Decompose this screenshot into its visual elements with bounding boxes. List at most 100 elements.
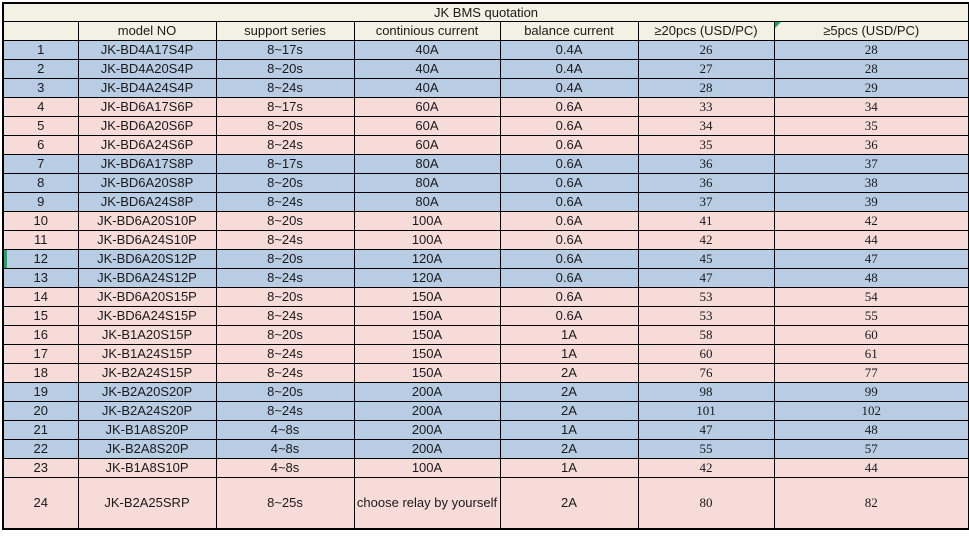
cell-balance-current[interactable]: 0.6A [499, 305, 639, 326]
cell-price-20pcs[interactable]: 42 [637, 229, 775, 250]
cell-support-series[interactable]: 8~17s [215, 153, 355, 174]
page-title[interactable]: JK BMS quotation [2, 2, 969, 22]
cell-price-20pcs[interactable]: 41 [637, 210, 775, 231]
cell-row-number[interactable]: 19 [2, 381, 79, 402]
cell-support-series[interactable]: 8~24s [215, 77, 355, 98]
cell-price-20pcs[interactable]: 47 [637, 267, 775, 288]
cell-continuous-current[interactable]: 80A [353, 153, 501, 174]
cell-support-series[interactable]: 4~8s [215, 457, 355, 478]
cell-row-number[interactable]: 20 [2, 400, 79, 421]
cell-balance-current[interactable]: 0.6A [499, 153, 639, 174]
cell-price-20pcs[interactable]: 53 [637, 286, 775, 307]
cell-price-20pcs[interactable]: 101 [637, 400, 775, 421]
column-header-balance-current[interactable]: balance current [499, 20, 639, 41]
cell-continuous-current[interactable]: 200A [353, 438, 501, 459]
cell-continuous-current[interactable]: 60A [353, 96, 501, 117]
cell-balance-current[interactable]: 0.4A [499, 39, 639, 60]
cell-price-5pcs[interactable]: 44 [773, 457, 969, 478]
cell-model-no[interactable]: JK-B2A24S20P [77, 400, 217, 421]
cell-support-series[interactable]: 8~20s [215, 58, 355, 79]
cell-price-5pcs[interactable]: 29 [773, 77, 969, 98]
cell-support-series[interactable]: 8~24s [215, 267, 355, 288]
cell-model-no[interactable]: JK-BD6A24S15P [77, 305, 217, 326]
cell-continuous-current[interactable]: 80A [353, 172, 501, 193]
cell-row-number[interactable]: 2 [2, 58, 79, 79]
cell-row-number[interactable]: 3 [2, 77, 79, 98]
cell-price-20pcs[interactable]: 58 [637, 324, 775, 345]
cell-continuous-current[interactable]: 150A [353, 305, 501, 326]
cell-continuous-current[interactable]: 200A [353, 400, 501, 421]
cell-price-5pcs[interactable]: 44 [773, 229, 969, 250]
cell-price-5pcs[interactable]: 82 [773, 476, 969, 530]
cell-support-series[interactable]: 8~24s [215, 305, 355, 326]
cell-continuous-current[interactable]: 150A [353, 324, 501, 345]
cell-row-number[interactable]: 21 [2, 419, 79, 440]
cell-row-number[interactable]: 5 [2, 115, 79, 136]
cell-model-no[interactable]: JK-BD6A20S12P [77, 248, 217, 269]
cell-balance-current[interactable]: 0.6A [499, 267, 639, 288]
cell-model-no[interactable]: JK-BD6A24S6P [77, 134, 217, 155]
cell-row-number[interactable]: 9 [2, 191, 79, 212]
cell-row-number[interactable]: 18 [2, 362, 79, 383]
cell-support-series[interactable]: 4~8s [215, 438, 355, 459]
cell-row-number[interactable]: 1 [2, 39, 79, 60]
cell-continuous-current[interactable]: 150A [353, 343, 501, 364]
cell-support-series[interactable]: 8~24s [215, 229, 355, 250]
cell-price-5pcs[interactable]: 99 [773, 381, 969, 402]
cell-price-5pcs[interactable]: 55 [773, 305, 969, 326]
cell-model-no[interactable]: JK-BD6A24S8P [77, 191, 217, 212]
column-header-price-20pcs[interactable]: ≥20pcs (USD/PC) [637, 20, 775, 41]
cell-model-no[interactable]: JK-B2A25SRP [77, 476, 217, 530]
cell-support-series[interactable]: 8~20s [215, 248, 355, 269]
cell-price-5pcs[interactable]: 54 [773, 286, 969, 307]
cell-price-5pcs[interactable]: 34 [773, 96, 969, 117]
cell-support-series[interactable]: 8~20s [215, 324, 355, 345]
cell-model-no[interactable]: JK-BD6A20S6P [77, 115, 217, 136]
cell-balance-current[interactable]: 0.6A [499, 96, 639, 117]
cell-balance-current[interactable]: 0.6A [499, 134, 639, 155]
cell-support-series[interactable]: 8~20s [215, 115, 355, 136]
cell-continuous-current[interactable]: 100A [353, 229, 501, 250]
cell-price-5pcs[interactable]: 37 [773, 153, 969, 174]
cell-continuous-current[interactable]: 100A [353, 457, 501, 478]
cell-balance-current[interactable]: 2A [499, 381, 639, 402]
cell-model-no[interactable]: JK-BD6A20S15P [77, 286, 217, 307]
cell-balance-current[interactable]: 0.6A [499, 115, 639, 136]
cell-price-5pcs[interactable]: 42 [773, 210, 969, 231]
cell-row-number[interactable]: 23 [2, 457, 79, 478]
cell-support-series[interactable]: 8~20s [215, 381, 355, 402]
cell-model-no[interactable]: JK-BD4A17S4P [77, 39, 217, 60]
cell-price-20pcs[interactable]: 45 [637, 248, 775, 269]
cell-support-series[interactable]: 8~20s [215, 286, 355, 307]
cell-balance-current[interactable]: 0.6A [499, 286, 639, 307]
cell-balance-current[interactable]: 2A [499, 362, 639, 383]
cell-balance-current[interactable]: 1A [499, 324, 639, 345]
cell-support-series[interactable]: 8~17s [215, 96, 355, 117]
cell-model-no[interactable]: JK-B1A20S15P [77, 324, 217, 345]
cell-price-5pcs[interactable]: 36 [773, 134, 969, 155]
cell-support-series[interactable]: 8~20s [215, 172, 355, 193]
cell-support-series[interactable]: 8~24s [215, 191, 355, 212]
cell-continuous-current[interactable]: 40A [353, 58, 501, 79]
cell-row-number[interactable]: 6 [2, 134, 79, 155]
cell-support-series[interactable]: 8~25s [215, 476, 355, 530]
cell-price-20pcs[interactable]: 47 [637, 419, 775, 440]
column-header-row-number[interactable] [2, 20, 79, 41]
cell-balance-current[interactable]: 0.4A [499, 77, 639, 98]
cell-row-number[interactable]: 22 [2, 438, 79, 459]
cell-model-no[interactable]: JK-BD6A17S6P [77, 96, 217, 117]
cell-row-number[interactable]: 15 [2, 305, 79, 326]
cell-balance-current[interactable]: 0.6A [499, 229, 639, 250]
cell-model-no[interactable]: JK-BD4A20S4P [77, 58, 217, 79]
cell-continuous-current[interactable]: 60A [353, 134, 501, 155]
cell-model-no[interactable]: JK-B1A8S10P [77, 457, 217, 478]
cell-price-20pcs[interactable]: 33 [637, 96, 775, 117]
cell-price-5pcs[interactable]: 48 [773, 419, 969, 440]
cell-price-20pcs[interactable]: 76 [637, 362, 775, 383]
cell-price-20pcs[interactable]: 55 [637, 438, 775, 459]
cell-row-number[interactable]: 17 [2, 343, 79, 364]
cell-balance-current[interactable]: 2A [499, 400, 639, 421]
cell-price-5pcs[interactable]: 28 [773, 58, 969, 79]
cell-model-no[interactable]: JK-B2A8S20P [77, 438, 217, 459]
cell-balance-current[interactable]: 2A [499, 438, 639, 459]
